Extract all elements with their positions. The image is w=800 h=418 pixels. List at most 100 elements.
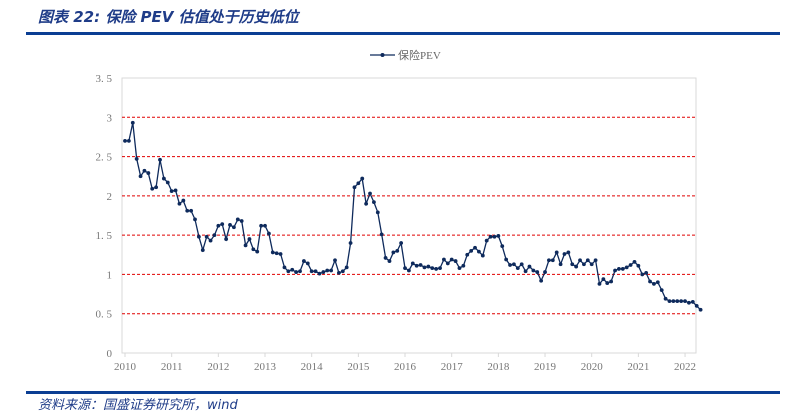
data-point xyxy=(477,249,481,254)
x-tick-label: 2022 xyxy=(674,361,696,373)
data-point xyxy=(282,265,287,270)
data-point xyxy=(632,259,637,264)
data-point xyxy=(694,303,699,308)
legend-marker xyxy=(380,53,385,57)
data-point xyxy=(422,265,427,270)
data-point xyxy=(628,263,633,267)
data-point xyxy=(690,300,695,304)
data-point xyxy=(395,248,400,253)
data-point xyxy=(263,223,267,228)
data-point xyxy=(593,258,598,263)
plot-frame xyxy=(121,77,697,354)
y-tick-label: 3. 5 xyxy=(96,73,113,85)
data-point xyxy=(321,270,326,274)
data-point xyxy=(500,244,505,249)
data-point xyxy=(418,263,423,267)
data-point xyxy=(130,120,135,125)
data-point xyxy=(161,176,166,181)
x-tick-label: 2018 xyxy=(487,361,510,373)
data-point xyxy=(554,250,559,255)
bottom-divider xyxy=(26,391,780,394)
data-point xyxy=(294,270,299,274)
data-point xyxy=(329,268,334,273)
data-point xyxy=(430,266,435,271)
x-tick-label: 2011 xyxy=(161,361,183,373)
data-point xyxy=(574,264,579,269)
data-point xyxy=(298,269,302,274)
data-point xyxy=(372,200,376,205)
data-point xyxy=(270,250,275,255)
data-point xyxy=(154,185,159,190)
data-point xyxy=(251,247,256,252)
data-point xyxy=(438,266,442,271)
data-point xyxy=(169,189,174,194)
data-point xyxy=(266,231,271,236)
data-point xyxy=(142,168,147,173)
data-point xyxy=(605,281,610,285)
data-point xyxy=(484,238,489,243)
data-point xyxy=(224,237,229,241)
data-point xyxy=(368,191,372,196)
data-point xyxy=(165,180,170,185)
data-point xyxy=(504,257,509,262)
data-point xyxy=(434,267,439,271)
data-point xyxy=(473,245,477,250)
y-tick-label: 3 xyxy=(107,112,113,124)
data-point xyxy=(302,259,306,263)
data-point xyxy=(543,270,547,274)
data-point xyxy=(679,299,684,304)
data-point xyxy=(601,277,606,282)
data-point xyxy=(204,234,209,239)
data-point xyxy=(375,210,380,215)
data-point xyxy=(558,262,563,267)
data-point xyxy=(309,269,314,274)
data-point xyxy=(617,267,621,271)
y-tick-label: 1. 5 xyxy=(96,230,113,242)
data-point xyxy=(512,262,516,267)
data-point xyxy=(333,258,337,263)
x-tick-label: 2013 xyxy=(254,361,277,373)
data-point xyxy=(383,256,388,260)
data-point xyxy=(181,198,186,203)
data-point xyxy=(566,250,571,255)
data-point xyxy=(492,234,497,239)
data-point xyxy=(259,223,264,228)
data-point xyxy=(449,257,454,262)
data-point xyxy=(313,269,318,274)
data-point xyxy=(247,237,252,241)
data-point xyxy=(200,248,205,252)
data-point xyxy=(231,225,236,230)
data-point xyxy=(698,307,703,312)
data-point xyxy=(667,299,672,304)
data-point xyxy=(399,241,404,245)
data-point xyxy=(305,261,310,266)
data-point xyxy=(644,270,649,275)
data-point xyxy=(636,263,641,268)
data-point xyxy=(340,269,345,274)
figure-title: 图表 22: 保险 PEV 估值处于历史低位 xyxy=(38,8,299,26)
data-point xyxy=(687,300,691,305)
data-point xyxy=(274,251,279,256)
data-point xyxy=(290,267,295,272)
data-point xyxy=(391,250,396,255)
data-point xyxy=(620,267,625,271)
data-point xyxy=(562,252,567,256)
data-point xyxy=(220,222,225,227)
x-tick-label: 2015 xyxy=(347,361,370,373)
data-point xyxy=(445,261,450,266)
data-point xyxy=(539,278,544,283)
x-tick-label: 2017 xyxy=(441,361,464,373)
data-point xyxy=(652,281,656,286)
data-point xyxy=(410,261,415,266)
data-point xyxy=(659,288,664,293)
data-point xyxy=(196,234,201,239)
data-point xyxy=(671,299,676,304)
data-point xyxy=(286,269,291,274)
x-tick-label: 2020 xyxy=(581,361,604,373)
data-point xyxy=(255,249,260,254)
data-point xyxy=(442,257,446,262)
data-point xyxy=(150,186,155,191)
x-tick-label: 2010 xyxy=(114,361,137,373)
data-point xyxy=(193,217,197,222)
